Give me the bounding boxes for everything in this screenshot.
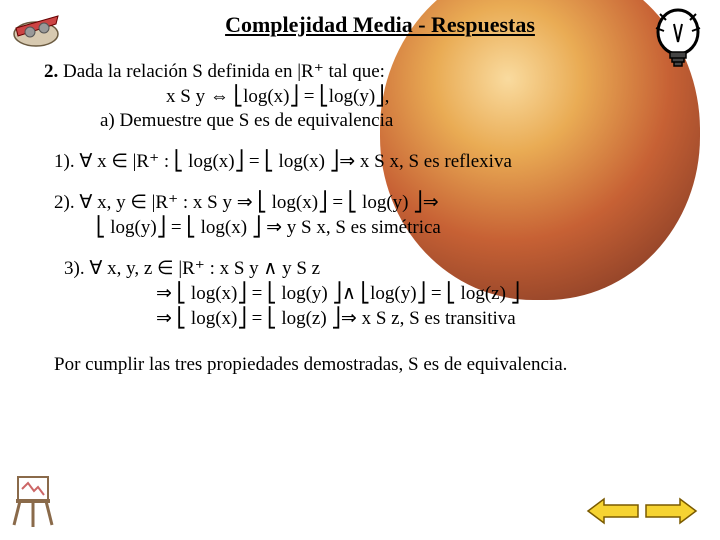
proof-symmetric-line2: ⎣ log(y)⎦ = ⎣ log(x) ⎦ ⇒ y S x, S es sim… xyxy=(96,216,684,239)
proof-transitive-line3: ⇒ ⎣ log(x)⎦ = ⎣ log(z) ⎦⇒ x S z, S es tr… xyxy=(156,307,684,330)
proof-reflexive: 1). ∀ x ∈ |R⁺ : ⎣ log(x)⎦ = ⎣ log(x) ⎦⇒ … xyxy=(54,150,684,173)
conclusion: Por cumplir las tres propiedades demostr… xyxy=(54,354,684,376)
proof-transitive-line1: 3). ∀ x, y, z ∈ |R⁺ : x S y ∧ y S z xyxy=(64,257,684,280)
proof-symmetric-line1: 2). ∀ x, y ∈ |R⁺ : x S y ⇒ ⎣ log(x)⎦ = ⎣… xyxy=(54,191,684,214)
problem-number: 2. xyxy=(44,61,58,82)
slide-content: Complejidad Media - Respuestas 2. Dada l… xyxy=(0,0,720,540)
slide-title: Complejidad Media - Respuestas xyxy=(76,12,684,38)
back-arrow-button[interactable] xyxy=(586,497,640,530)
easel-icon xyxy=(6,471,60,534)
problem-intro-text: Dada la relación S definida en |R⁺ tal q… xyxy=(63,61,385,82)
forward-arrow-button[interactable] xyxy=(644,497,698,530)
problem-intro: 2. Dada la relación S definida en |R⁺ ta… xyxy=(44,60,684,83)
relation-definition: x S y ⇔ ⎣log(x)⎦ = ⎣log(y)⎦, xyxy=(166,85,684,108)
gear-icon xyxy=(10,6,64,55)
subquestion-a: a) Demuestre que S es de equivalencia xyxy=(100,110,684,132)
lightbulb-icon xyxy=(650,8,706,79)
proof-transitive-line2: ⇒ ⎣ log(x)⎦ = ⎣ log(y) ⎦∧ ⎣log(y)⎦ = ⎣ l… xyxy=(156,282,684,305)
